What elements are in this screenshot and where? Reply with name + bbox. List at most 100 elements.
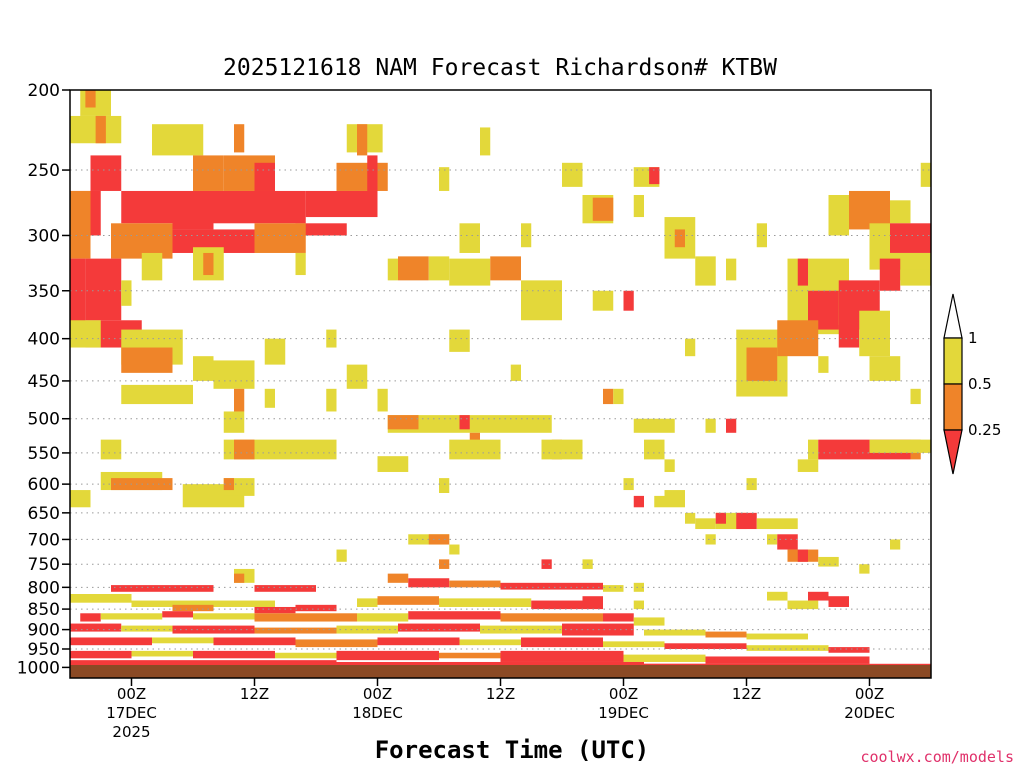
ri-cell-yellow	[100, 613, 163, 620]
ri-cell-red	[828, 647, 870, 653]
x-tick-label: 12Z	[240, 685, 269, 703]
ri-cell-yellow	[100, 439, 122, 460]
ri-cell-orange	[172, 604, 214, 612]
y-tick-label: 950	[28, 640, 60, 660]
ri-cell-yellow	[326, 329, 337, 348]
ri-cell-orange	[746, 347, 778, 381]
ri-cell-yellow	[746, 633, 808, 640]
ri-cell-yellow	[633, 600, 644, 610]
ri-cell-yellow	[377, 456, 409, 472]
ri-cell-yellow	[746, 478, 757, 491]
ri-cell-yellow	[787, 600, 819, 610]
ri-cell-yellow	[213, 360, 255, 389]
pressure-gridlines	[70, 169, 931, 650]
ri-cell-yellow	[869, 356, 901, 381]
ri-cell-orange	[777, 320, 819, 357]
ri-cell-yellow	[869, 223, 890, 270]
x-tick-label: 17DEC	[106, 704, 157, 722]
ri-cell-yellow	[459, 223, 480, 253]
ri-cell-yellow	[920, 162, 931, 187]
ri-cell-red	[500, 582, 603, 590]
x-tick-label: 20DEC	[844, 704, 895, 722]
ri-cell-red	[121, 190, 173, 224]
ri-cell-red	[70, 660, 337, 665]
ri-cell-yellow	[131, 600, 275, 607]
ri-cell-red	[70, 637, 152, 646]
ri-cell-red	[80, 613, 101, 622]
ri-cell-orange	[387, 573, 409, 583]
ri-cell-red	[408, 578, 450, 588]
ri-cell-yellow	[797, 459, 819, 472]
ri-cell-yellow	[223, 411, 245, 433]
ri-cell-orange	[849, 190, 890, 230]
ri-cell-yellow	[685, 512, 696, 524]
ri-cell-yellow	[357, 613, 409, 622]
x-tick-label: 18DEC	[352, 704, 403, 722]
ri-cell-orange	[70, 190, 91, 259]
ri-cell-orange	[500, 613, 603, 622]
ri-cell-yellow	[480, 127, 491, 156]
ri-cell-red	[70, 623, 122, 632]
ri-cell-orange	[234, 573, 245, 583]
ri-cell-yellow	[439, 167, 450, 191]
ri-cell-orange	[223, 478, 234, 491]
ri-cell-orange	[85, 90, 96, 108]
ri-cell-red	[172, 229, 255, 253]
ri-cell-red	[603, 613, 634, 622]
ri-cell-yellow	[326, 388, 337, 412]
ri-cell-red	[582, 596, 603, 603]
ri-cell-yellow	[193, 613, 255, 620]
ri-cell-yellow	[152, 637, 214, 644]
ri-cell-red	[336, 661, 644, 665]
y-tick-label: 800	[28, 578, 60, 598]
ri-cell-yellow	[428, 256, 450, 281]
ri-cell-yellow	[869, 439, 931, 453]
ri-cell-red	[715, 512, 726, 524]
ri-cell-yellow	[756, 518, 798, 530]
legend-swatch-0.25-0.5	[943, 383, 963, 431]
ri-cell-yellow	[644, 629, 706, 636]
x-tick-label: 12Z	[732, 685, 761, 703]
legend-label: 1	[968, 329, 978, 347]
ri-cell-yellow	[336, 549, 347, 562]
ri-cell-orange	[603, 388, 614, 405]
ri-cell-yellow	[726, 258, 737, 281]
ri-cell-red	[90, 155, 122, 191]
ri-cell-red	[705, 656, 788, 664]
ri-cell-red	[879, 258, 901, 291]
ri-cell-orange	[234, 388, 245, 412]
ri-cell-red	[459, 415, 470, 430]
ri-cell-orange	[439, 652, 501, 659]
ri-cell-yellow	[695, 518, 716, 530]
ri-cell-yellow	[70, 490, 91, 508]
ri-cell-yellow	[900, 269, 931, 286]
x-tick-label: 12Z	[486, 685, 515, 703]
ri-cell-orange	[203, 252, 214, 276]
legend-swatch-below-0.25	[943, 429, 963, 475]
ri-cell-yellow	[664, 490, 685, 508]
y-tick-label: 650	[28, 504, 60, 524]
ri-cell-yellow	[808, 439, 819, 460]
ri-cell-red	[777, 534, 798, 550]
y-tick-label: 200	[28, 81, 60, 101]
ri-cell-red	[254, 162, 275, 191]
ri-cell-yellow	[746, 645, 829, 651]
ri-cell-yellow	[141, 252, 163, 281]
ri-cell-red	[736, 512, 757, 530]
ri-cell-yellow	[613, 388, 624, 405]
ri-cell-yellow	[541, 439, 583, 460]
ri-cell-orange	[592, 197, 614, 221]
ri-cell-yellow	[859, 310, 890, 357]
chart-title: 2025121618 NAM Forecast Richardson# KTBW	[223, 55, 777, 81]
ri-cell-red	[808, 591, 829, 601]
ri-cell-red	[890, 223, 931, 253]
ri-cell-red	[213, 190, 306, 224]
y-tick-label: 1000	[17, 658, 60, 678]
x-axis-title: Forecast Time (UTC)	[375, 736, 650, 764]
y-tick-label: 700	[28, 530, 60, 550]
ri-cell-yellow	[828, 194, 849, 236]
ri-cell-yellow	[654, 495, 665, 508]
ri-cell-yellow	[121, 280, 132, 306]
ri-cell-orange	[111, 223, 173, 259]
